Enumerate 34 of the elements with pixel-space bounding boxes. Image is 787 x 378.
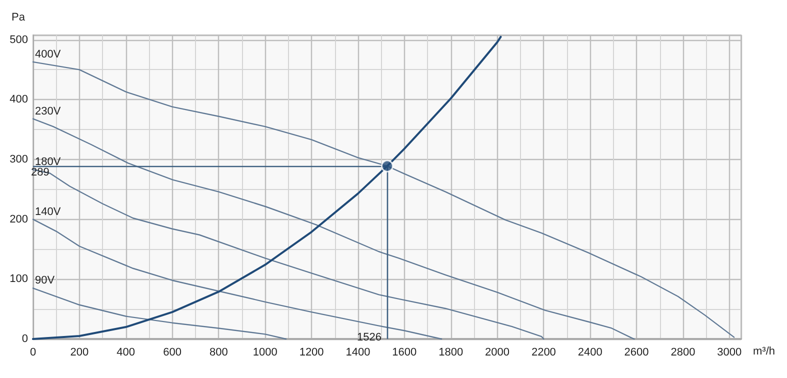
- line-series: [32, 169, 544, 340]
- line-series: [32, 118, 635, 340]
- x-tick-label: 1800: [438, 346, 464, 358]
- series-label: 90V: [35, 274, 56, 287]
- x-tick-label: 1200: [299, 346, 324, 358]
- y-tick-label: 200: [10, 213, 28, 226]
- x-tick-label: 2200: [531, 346, 556, 358]
- x-tick-label: 0: [30, 346, 36, 358]
- y-tick-label: 100: [10, 273, 28, 286]
- x-tick-label: 800: [210, 346, 228, 358]
- line-series: [32, 288, 287, 340]
- x-tick-label: 400: [116, 346, 136, 358]
- ref-line-label: 1526: [356, 332, 382, 344]
- y-tick-label: 300: [10, 153, 28, 166]
- series-label: 140V: [35, 206, 62, 218]
- x-tick-label: 2000: [485, 346, 510, 358]
- line-series: [32, 218, 442, 340]
- x-tick-label: 2400: [578, 346, 602, 358]
- x-tick-label: 2600: [624, 346, 649, 358]
- x-tick-label: 1400: [346, 346, 370, 358]
- x-tick-label: 1000: [252, 346, 278, 358]
- x-tick-label: 1600: [392, 346, 417, 358]
- x-tick-label: 600: [163, 346, 182, 358]
- x-tick-label: 200: [70, 346, 89, 358]
- series-label: 230V: [35, 105, 62, 118]
- series-label: 400V: [35, 48, 62, 60]
- y-tick-label: 400: [10, 94, 28, 106]
- y-tick-label: 0: [22, 333, 28, 345]
- series-label: 180V: [35, 156, 62, 168]
- x-axis-title: m³/h: [753, 346, 775, 358]
- x-tick-label: 2800: [670, 346, 696, 358]
- x-tick-label: 3000: [717, 346, 742, 358]
- y-tick-label: 500: [10, 34, 28, 46]
- y-axis-title: Pa: [12, 12, 26, 24]
